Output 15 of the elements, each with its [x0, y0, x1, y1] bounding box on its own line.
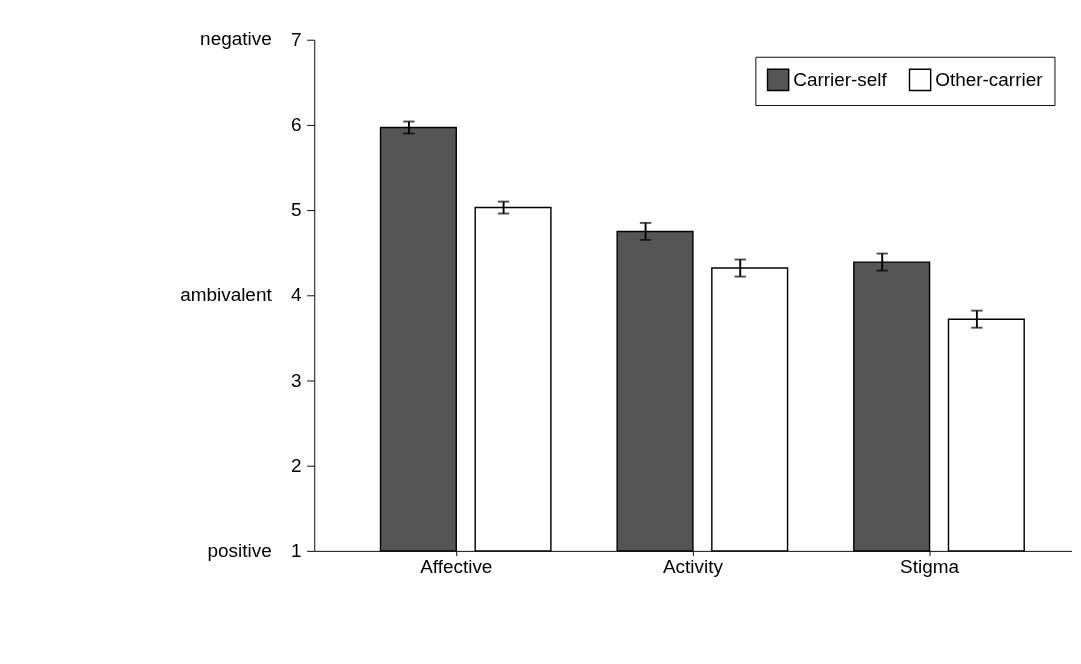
legend-label: Carrier-self	[793, 68, 888, 90]
x-tick-label: Activity	[662, 556, 724, 578]
text: positive	[207, 539, 272, 561]
text: ambivalent	[180, 284, 273, 305]
x-tick-label: Stigma	[900, 556, 960, 578]
y-tick-label: 3	[290, 369, 302, 391]
y-tick-label: 5	[290, 199, 302, 221]
legend-label: Other-carrier	[935, 68, 1043, 90]
y-tick-label: 2	[290, 454, 302, 476]
text: negative	[200, 28, 272, 50]
y-tick-label: 6	[290, 114, 302, 136]
y-tick-label: 4	[290, 284, 302, 306]
y-tick-label: 1	[290, 540, 302, 562]
y-tick-label: 7	[290, 28, 302, 50]
x-tick-label: Affective	[420, 556, 493, 578]
